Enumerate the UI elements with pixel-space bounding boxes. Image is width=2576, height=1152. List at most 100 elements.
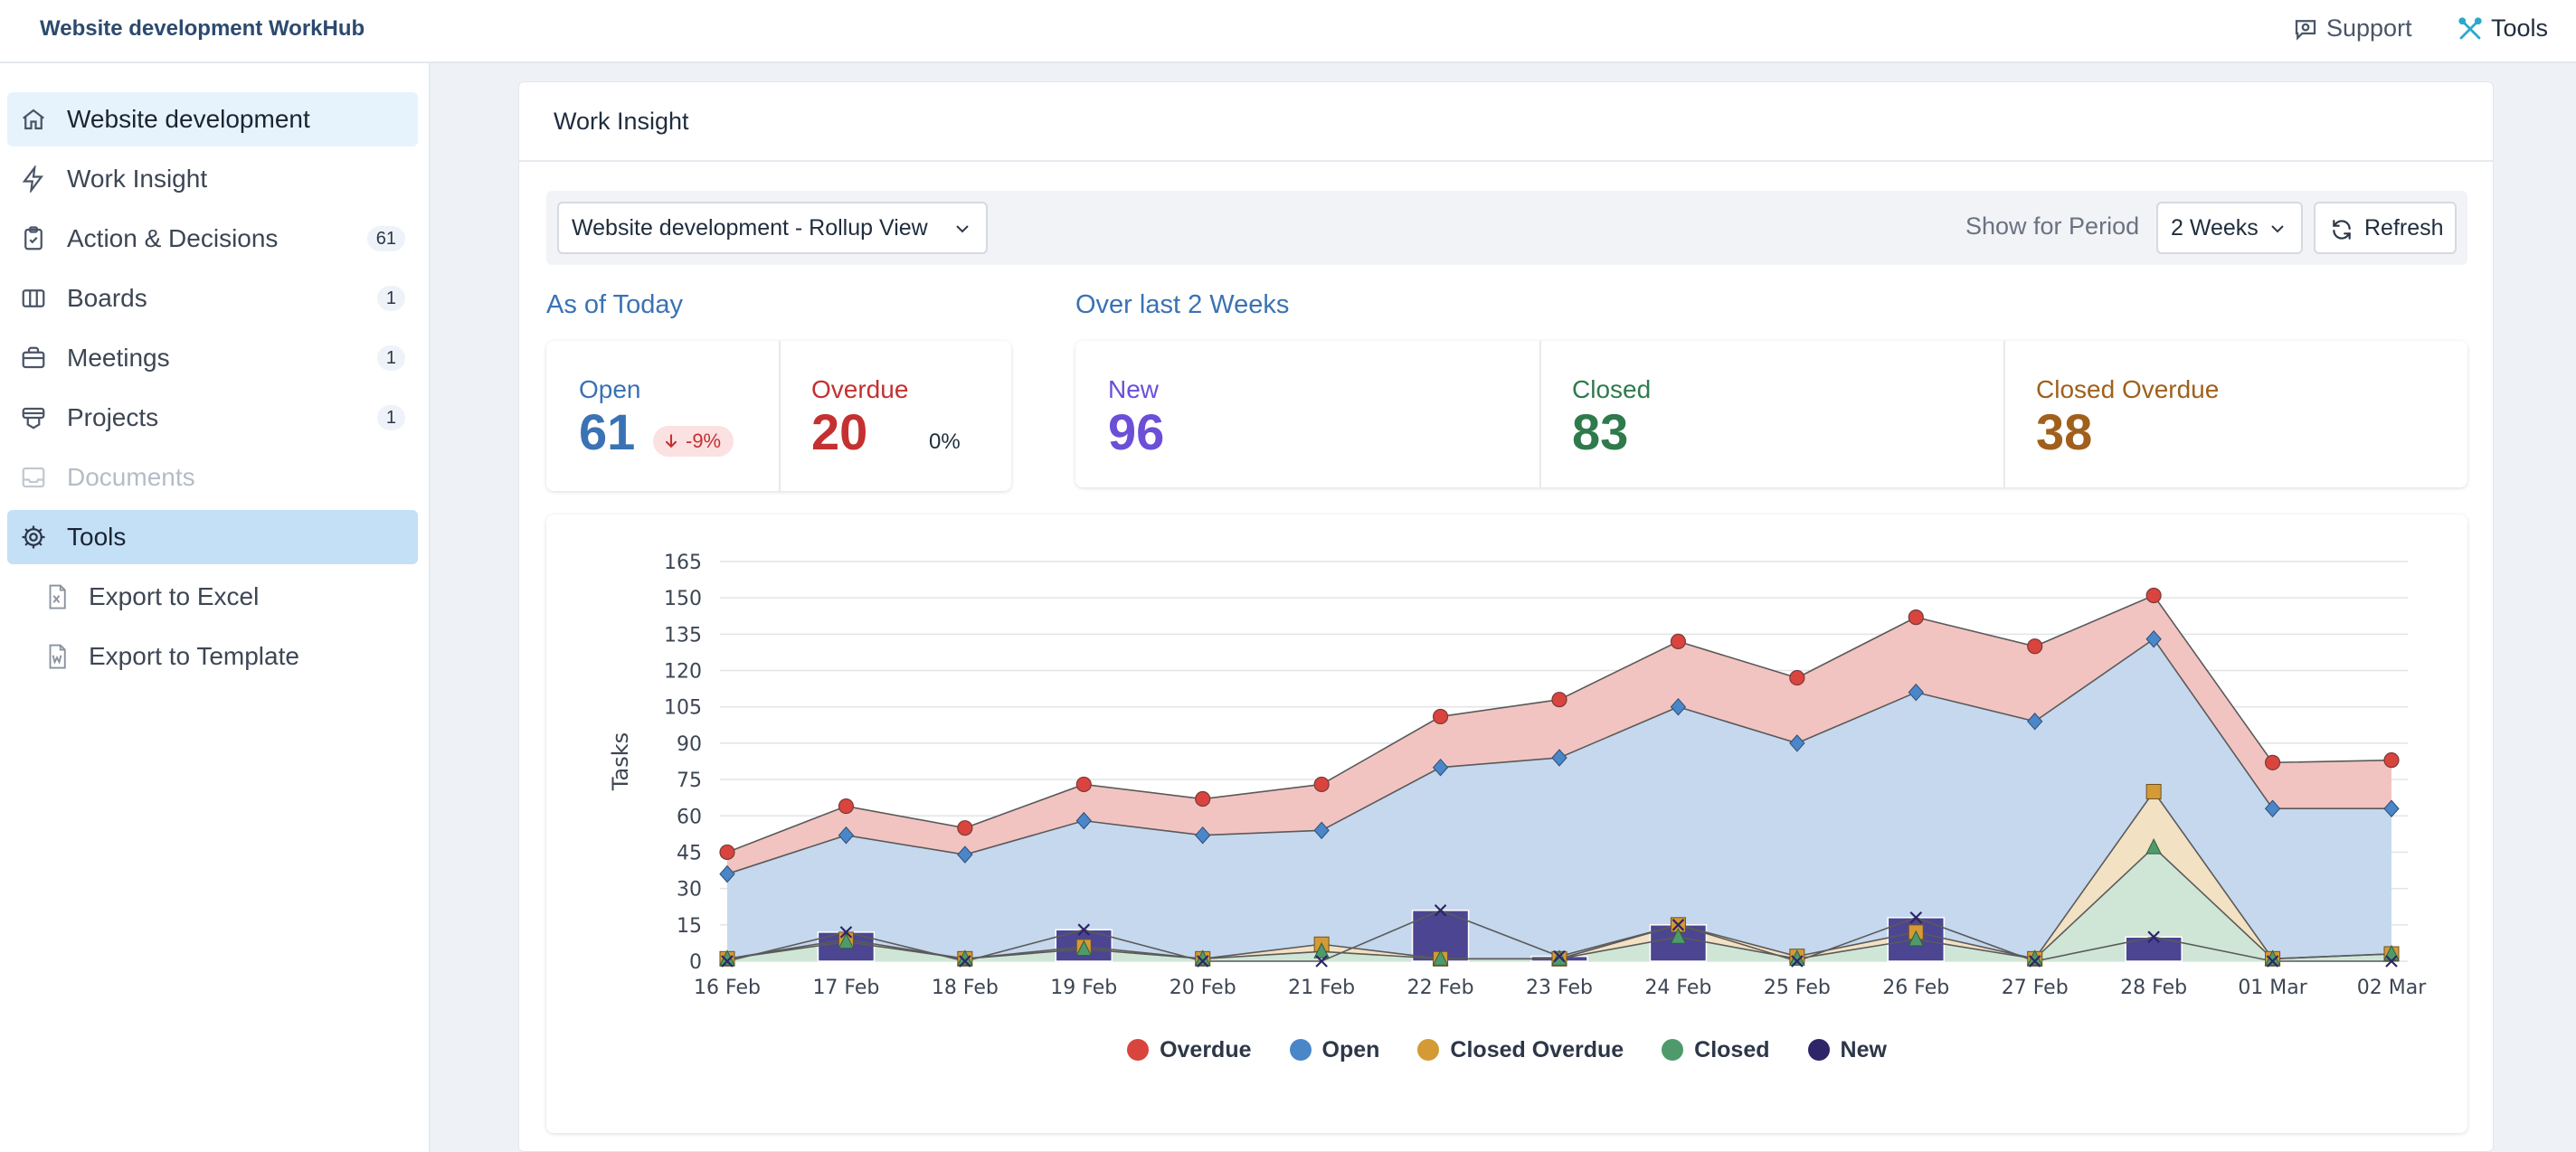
x-tick-label: 01 Mar bbox=[2238, 977, 2307, 999]
count-badge: 61 bbox=[366, 226, 405, 251]
point-overdue bbox=[1908, 609, 1924, 626]
legend-label: Closed bbox=[1694, 1036, 1770, 1062]
point-open bbox=[1195, 826, 1211, 845]
refresh-label: Refresh bbox=[2364, 214, 2444, 241]
sidebar-item-meetings[interactable]: Meetings 1 bbox=[7, 331, 418, 385]
point-new bbox=[839, 926, 853, 939]
legend-item[interactable]: Closed Overdue bbox=[1417, 1032, 1624, 1068]
refresh-button[interactable]: Refresh bbox=[2314, 202, 2457, 254]
point-closed bbox=[1908, 930, 1925, 947]
x-tick-label: 26 Feb bbox=[1882, 977, 1949, 999]
point-new bbox=[1077, 923, 1091, 936]
point-open bbox=[957, 845, 973, 864]
support-chat-icon bbox=[2295, 19, 2316, 41]
sidebar-subitem-export-excel[interactable]: Export to Excel bbox=[40, 571, 418, 622]
new-value: 96 bbox=[1108, 403, 1165, 460]
sidebar-item-boards[interactable]: Boards 1 bbox=[7, 271, 418, 326]
arrow-down-icon bbox=[665, 434, 677, 449]
legend-item[interactable]: New bbox=[1807, 1032, 1887, 1068]
point-open bbox=[719, 864, 735, 883]
sidebar-item-projects[interactable]: Projects 1 bbox=[7, 391, 418, 445]
point-new bbox=[721, 955, 734, 968]
closed-value: 83 bbox=[1572, 403, 1629, 460]
y-tick-label: 150 bbox=[664, 588, 702, 610]
tasks-chart: 0 15 30 45 60 75 90 105 120 135 150 165 16 Feb 17 Feb… bbox=[546, 515, 2467, 1133]
sidebar-subitem-export-template[interactable]: Export to Template bbox=[40, 631, 418, 682]
tools-link[interactable]: Tools bbox=[2457, 14, 2548, 42]
sidebar-item-action-decisions[interactable]: Action & Decisions 61 bbox=[7, 212, 418, 266]
view-select[interactable]: Website development - Rollup View bbox=[557, 202, 988, 254]
legend-item[interactable]: Open bbox=[1289, 1032, 1379, 1068]
home-icon bbox=[20, 106, 47, 133]
x-tick-label: 16 Feb bbox=[694, 977, 761, 999]
point-overdue bbox=[2264, 754, 2281, 770]
y-tick-label: 45 bbox=[677, 842, 702, 864]
overdue-change-value: 0% bbox=[929, 430, 961, 454]
point-closed bbox=[1551, 949, 1567, 966]
open-label: Open bbox=[579, 375, 641, 403]
briefcase-icon bbox=[20, 345, 47, 372]
period-select[interactable]: 2 Weeks bbox=[2156, 202, 2303, 254]
x-tick-label: 22 Feb bbox=[1407, 977, 1474, 999]
projects-icon bbox=[20, 404, 47, 431]
legend-swatch bbox=[1127, 1039, 1150, 1061]
point-overdue bbox=[2383, 752, 2400, 769]
point-open bbox=[2027, 713, 2043, 731]
x-tick-label: 18 Feb bbox=[932, 977, 999, 999]
closed-label: Closed bbox=[1572, 375, 1652, 403]
page-title: Work Insight bbox=[554, 108, 689, 135]
period-label: Show for Period bbox=[1965, 212, 2140, 240]
point-open bbox=[2145, 629, 2162, 648]
sidebar-item-label: Action & Decisions bbox=[67, 224, 279, 252]
period-select-value: 2 Weeks bbox=[2171, 214, 2259, 241]
overdue-stat: Overdue 20 0% bbox=[779, 341, 1011, 491]
legend-item[interactable]: Overdue bbox=[1127, 1032, 1252, 1068]
chevron-down-icon bbox=[2271, 225, 2284, 233]
bolt-icon bbox=[20, 164, 47, 194]
sidebar-subitem-label: Export to Excel bbox=[89, 582, 260, 610]
sidebar: Website development Work Insight Action … bbox=[0, 63, 431, 1152]
x-tick-label: 21 Feb bbox=[1288, 977, 1355, 999]
y-tick-label: 0 bbox=[689, 951, 702, 974]
y-tick-label: 15 bbox=[677, 915, 702, 938]
point-new bbox=[2028, 955, 2041, 968]
point-open bbox=[1432, 758, 1449, 777]
sidebar-item-work-insight[interactable]: Work Insight bbox=[7, 152, 418, 206]
closed-overdue-value: 38 bbox=[2036, 403, 2093, 460]
today-stats: Open 61 -9% Overdue 20 0% bbox=[546, 341, 1011, 491]
point-closed bbox=[2145, 837, 2162, 855]
x-tick-label: 17 Feb bbox=[812, 977, 879, 999]
view-select-value: Website development - Rollup View bbox=[572, 214, 928, 241]
filter-toolbar: Website development - Rollup View Show f… bbox=[546, 191, 2467, 265]
point-open bbox=[2264, 799, 2281, 817]
point-new bbox=[1196, 955, 1209, 968]
legend-item[interactable]: Closed bbox=[1662, 1032, 1770, 1068]
legend-label: Overdue bbox=[1160, 1036, 1252, 1062]
support-link[interactable]: Support bbox=[2292, 14, 2412, 42]
inbox-icon bbox=[20, 464, 47, 491]
tools-icon bbox=[2458, 16, 2482, 39]
open-change-value: -9% bbox=[686, 430, 722, 452]
sidebar-item-label: Boards bbox=[67, 284, 147, 312]
support-label: Support bbox=[2326, 14, 2412, 42]
open-value: 61 bbox=[579, 403, 636, 460]
point-closed bbox=[1075, 940, 1093, 957]
x-tick-label: 25 Feb bbox=[1764, 977, 1831, 999]
tasks-area-chart: 0 15 30 45 60 75 90 105 120 135 150 165 16 Feb 17 Feb… bbox=[608, 552, 2427, 999]
new-stat: New 96 bbox=[1075, 341, 1539, 491]
x-tick-label: 20 Feb bbox=[1170, 977, 1236, 999]
tools-label: Tools bbox=[2491, 14, 2549, 42]
sidebar-item-label: Work Insight bbox=[67, 165, 208, 193]
sidebar-item-tools[interactable]: Tools bbox=[7, 510, 418, 564]
point-open bbox=[1908, 683, 1924, 702]
point-open bbox=[1551, 749, 1567, 767]
sidebar-item-website-development[interactable]: Website development bbox=[7, 92, 418, 146]
point-open bbox=[1313, 821, 1330, 840]
x-tick-label: 19 Feb bbox=[1050, 977, 1117, 999]
word-file-icon bbox=[43, 643, 71, 670]
y-tick-label: 105 bbox=[664, 697, 702, 720]
y-tick-label: 90 bbox=[677, 733, 702, 756]
point-new bbox=[1315, 955, 1328, 968]
x-tick-label: 28 Feb bbox=[2120, 977, 2187, 999]
point-closed-overdue bbox=[2145, 783, 2162, 799]
